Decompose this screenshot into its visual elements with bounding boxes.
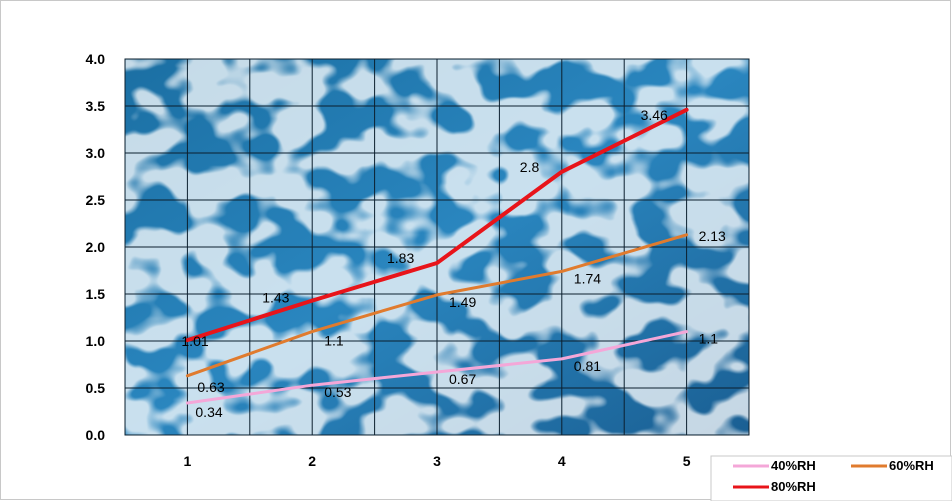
y-tick-label: 2.5 — [86, 192, 106, 208]
legend-label: 40%RH — [771, 458, 816, 473]
y-tick-label: 0.5 — [86, 380, 106, 396]
legend-item-80%RH: 80%RH — [733, 479, 816, 494]
data-label: 2.8 — [520, 159, 540, 175]
data-label: 1.1 — [324, 333, 344, 349]
series-layer: 0.34 0.53 0.67 0.81 1.1 0.63 1.1 1.49 1.74 2.13 1.… — [181, 107, 726, 420]
series-60%RH: 0.63 1.1 1.49 1.74 2.13 — [185, 228, 726, 395]
series-80%RH: 1.01 1.43 1.83 2.8 3.46 — [181, 107, 689, 349]
x-tick-label: 1 — [184, 453, 192, 469]
data-label: 0.34 — [195, 404, 222, 420]
x-tick-label: 5 — [683, 453, 691, 469]
legend-label: 60%RH — [889, 458, 934, 473]
series-40%RH: 0.34 0.53 0.67 0.81 1.1 — [185, 330, 719, 420]
axis-ticks: 0.0 0.5 1.0 1.5 2.0 2.5 3.0 3.5 4.0 1 2 3 4 5 — [86, 51, 691, 469]
y-tick-label: 4.0 — [86, 51, 106, 67]
data-label: 2.13 — [699, 228, 726, 244]
data-label: 1.49 — [449, 294, 476, 310]
data-label: 1.01 — [181, 333, 208, 349]
data-label: 1.43 — [262, 290, 289, 306]
y-tick-label: 3.0 — [86, 145, 106, 161]
gridlines — [124, 58, 750, 436]
series-line — [185, 233, 689, 378]
data-label: 0.53 — [324, 384, 351, 400]
series-line — [185, 330, 689, 405]
data-label: 1.1 — [699, 331, 719, 347]
legend: 40%RH 60%RH 80%RH — [710, 455, 952, 501]
x-tick-label: 2 — [308, 453, 316, 469]
y-tick-label: 1.5 — [86, 286, 106, 302]
legend-item-60%RH: 60%RH — [851, 458, 934, 473]
x-tick-label: 3 — [433, 453, 441, 469]
y-tick-label: 2.0 — [86, 239, 106, 255]
legend-item-40%RH: 40%RH — [733, 458, 816, 473]
data-label: 0.63 — [197, 379, 224, 395]
legend-box — [710, 455, 952, 501]
data-label: 1.74 — [574, 270, 601, 286]
x-tick-label: 4 — [558, 453, 566, 469]
series-line — [185, 107, 689, 343]
y-tick-label: 3.5 — [86, 98, 106, 114]
data-label: 3.46 — [641, 107, 668, 123]
y-tick-label: 0.0 — [86, 427, 106, 443]
y-tick-label: 1.0 — [86, 333, 106, 349]
plot-border — [124, 58, 750, 436]
data-label: 1.83 — [387, 250, 414, 266]
data-label: 0.81 — [574, 358, 601, 374]
data-label: 0.67 — [449, 371, 476, 387]
legend-label: 80%RH — [771, 479, 816, 494]
